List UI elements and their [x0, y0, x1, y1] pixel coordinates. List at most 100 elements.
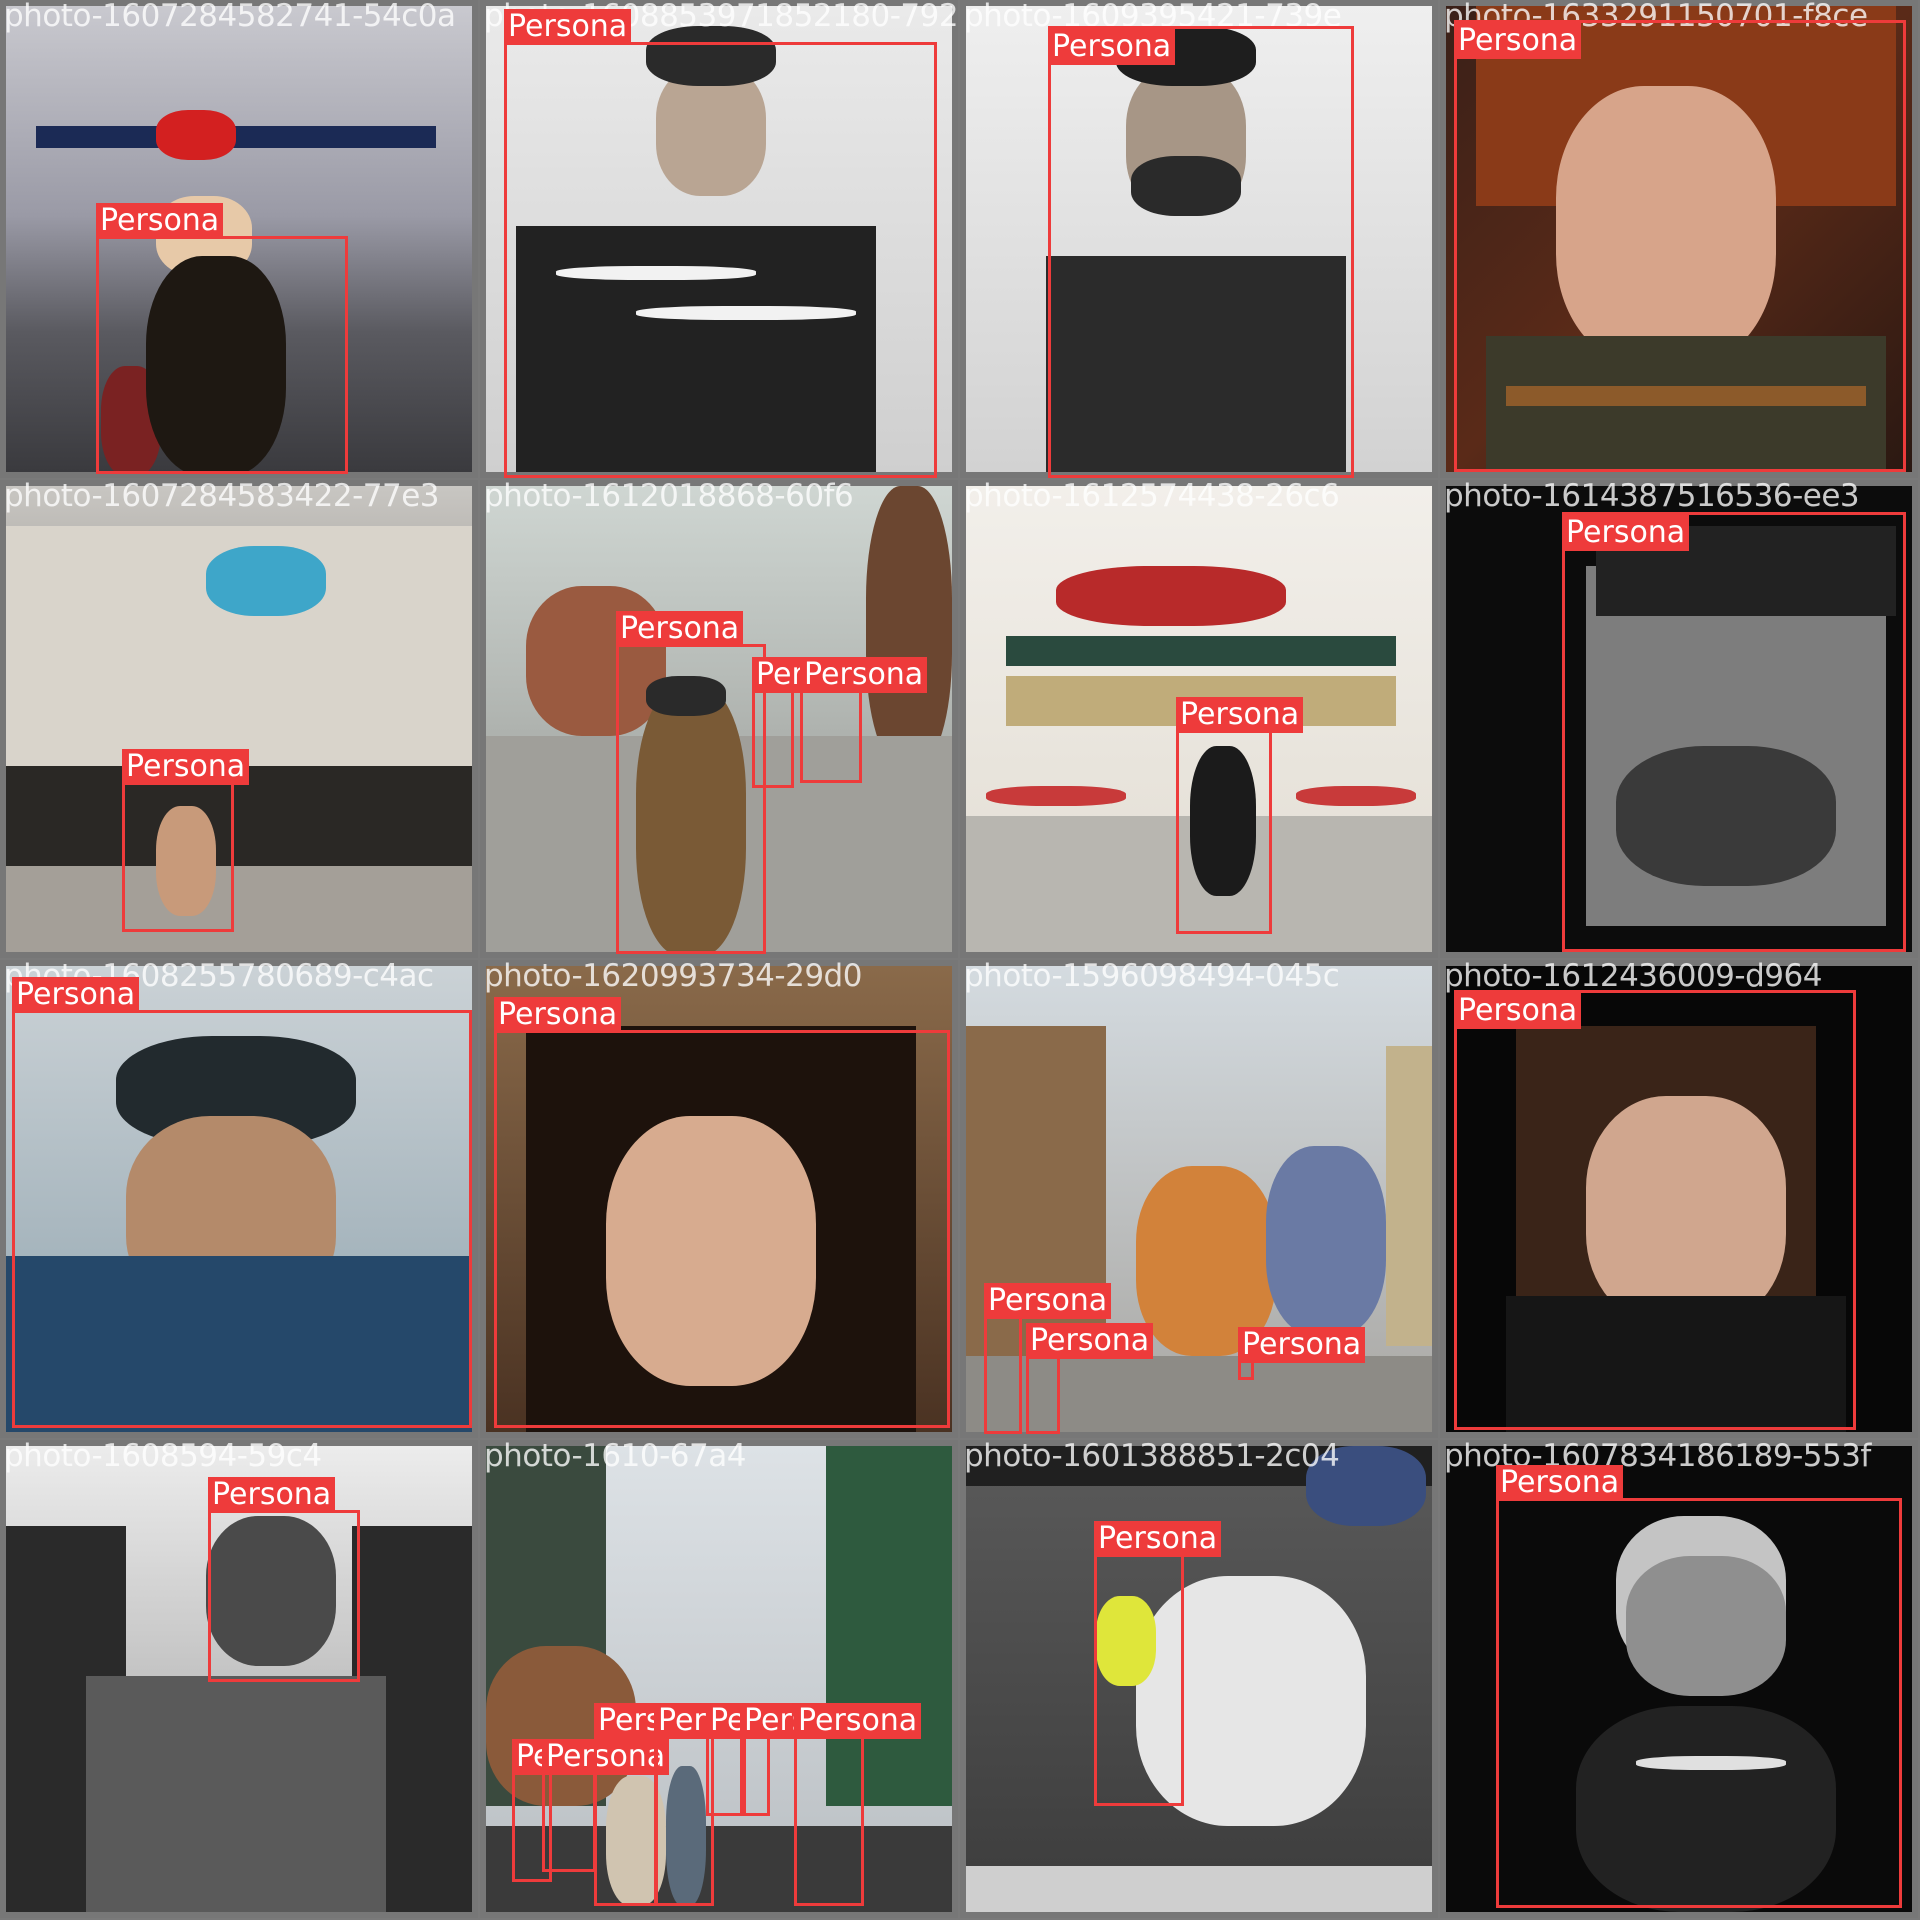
photo-region: [1046, 256, 1346, 472]
detection-box: Persona: [616, 611, 766, 954]
photo-region: [156, 806, 216, 916]
filename-label: photo-1612436009-d964: [1444, 960, 1822, 994]
detection-box: Persona: [1238, 1327, 1366, 1380]
photo-region: [1056, 566, 1286, 626]
photo-region: [6, 1256, 472, 1432]
image-tile: photo-1608853971852180-79294 Persona: [480, 0, 958, 478]
photo-region: [1506, 386, 1866, 406]
detection-box: Persona: [96, 203, 348, 474]
filename-label: photo-1612018868-60f6: [484, 480, 854, 514]
detection-box: Persona: [1562, 512, 1906, 952]
photo-region: [1136, 1166, 1276, 1356]
detection-label: Persona: [800, 657, 928, 693]
image-tile: photo-1601388851-2c04 Persona: [960, 1440, 1438, 1918]
filename-label: photo-1610-67a4: [484, 1440, 746, 1474]
photo-region: [1556, 86, 1776, 366]
detection-box: Persona: [1048, 26, 1354, 478]
photo-region: [1616, 746, 1836, 886]
image-tile: photo-1620993734-29d0 Persona: [480, 960, 958, 1438]
image-tile: photo-1607834186189-553f Persona: [1440, 1440, 1918, 1918]
detection-box: Persona: [594, 1703, 722, 1906]
photo-region: [1136, 1576, 1366, 1826]
photo-region: [206, 546, 326, 616]
image-tile: photo-1612574438-26c6 Persona: [960, 480, 1438, 958]
detection-box: Persona: [794, 1703, 922, 1906]
detection-box: Persona: [740, 1703, 868, 1816]
photo-region: [1576, 1706, 1836, 1912]
image-tile: photo-1608255780689-c4ac Persona: [0, 960, 478, 1438]
photo-bw-man-glasses-arms: [486, 6, 952, 472]
photo-region: [1296, 786, 1416, 806]
photo-region: [1636, 1756, 1786, 1770]
photo-region: [556, 266, 756, 280]
photo-region: [1586, 1096, 1786, 1326]
detection-box: Persona: [504, 9, 937, 478]
detection-box: Persona: [1094, 1521, 1222, 1806]
photo-region: [1306, 1446, 1426, 1526]
detection-label: Persona: [122, 749, 250, 785]
image-tile: photo-1610-67a4PersonaPersonaPersonaPers…: [480, 1440, 958, 1918]
detection-label: Persona: [504, 9, 632, 45]
photo-region: [656, 66, 766, 196]
image-tile: photo-1608594-59c4 Persona: [0, 1440, 478, 1918]
photo-street-coat-man: [486, 486, 952, 952]
photo-region: [1506, 1296, 1846, 1432]
photo-criterion-theatre: [966, 486, 1432, 952]
photo-bw-man-beard: [1446, 486, 1912, 952]
detection-box: Persona: [542, 1739, 670, 1872]
image-tile: photo-1633291150701-f8ce Persona: [1440, 0, 1918, 478]
photo-region: [156, 110, 236, 160]
detection-box: Persona: [122, 749, 250, 932]
detection-label: Persona: [542, 1739, 670, 1775]
detection-label: Persona: [1026, 1323, 1154, 1359]
detection-box: Persona: [12, 977, 472, 1428]
photo-region: [6, 866, 472, 952]
filename-label: photo-1612574438-26c6: [964, 480, 1340, 514]
detection-label: Persona: [1048, 29, 1176, 65]
photo-traffic-warden: [966, 1446, 1432, 1912]
detection-label: Persona: [1176, 697, 1304, 733]
photo-region: [1266, 1146, 1386, 1336]
photo-region: [1096, 1596, 1156, 1686]
image-tile: photo-1596098494-045c Persona Persona Perso…: [960, 960, 1438, 1438]
photo-region: [636, 686, 746, 952]
image-tile: photo-1607284583422-77e3 Persona: [0, 480, 478, 958]
filename-label: photo-1601388851-2c04: [964, 1440, 1340, 1474]
photo-bw-woman-laughing: [1446, 1446, 1912, 1912]
photo-region: [86, 1676, 386, 1912]
detection-box: Persona: [494, 997, 950, 1428]
photo-region: [606, 1116, 816, 1386]
photo-woman-long-hair: [486, 966, 952, 1432]
photo-bw-man-glasses: [966, 6, 1432, 472]
detection-label: Persona: [1562, 515, 1690, 551]
filename-label: photo-1607284583422-77e3: [4, 480, 440, 514]
photo-region: [666, 1766, 706, 1906]
photo-region: [966, 1866, 1432, 1912]
detection-box: Persona: [1176, 697, 1304, 934]
detection-label: Persona: [1238, 1327, 1366, 1363]
photo-region: [206, 1516, 336, 1666]
filename-label: photo-1596098494-045c: [964, 960, 1340, 994]
detection-box: Persona: [1026, 1323, 1154, 1434]
detection-box: Persona: [654, 1703, 782, 1906]
detection-box: Persona: [1454, 990, 1856, 1430]
photo-region: [966, 1356, 1432, 1432]
photo-region: [146, 256, 286, 472]
photo-region: [646, 26, 776, 86]
image-tile: photo-1607284582741-54c0a Persona: [0, 0, 478, 478]
photo-street-underground: [6, 6, 472, 472]
photo-escalator: [6, 1446, 472, 1912]
detection-box: Persona: [208, 1477, 360, 1682]
photo-region: [36, 126, 436, 148]
image-tile: photo-1609395421-739e Persona: [960, 0, 1438, 478]
detection-box: Persona: [1454, 20, 1906, 472]
filename-label: photo-1608594-59c4: [4, 1440, 322, 1474]
photo-boy-cap: [6, 966, 472, 1432]
photo-region: [1190, 746, 1256, 896]
detection-label: Persona: [96, 203, 224, 239]
image-tile: photo-1612018868-60f6PersonaPersonaPerso…: [480, 480, 958, 958]
detection-box: Persona: [752, 657, 880, 788]
photo-region: [1386, 1046, 1432, 1346]
detection-label: Persona: [208, 1477, 336, 1513]
